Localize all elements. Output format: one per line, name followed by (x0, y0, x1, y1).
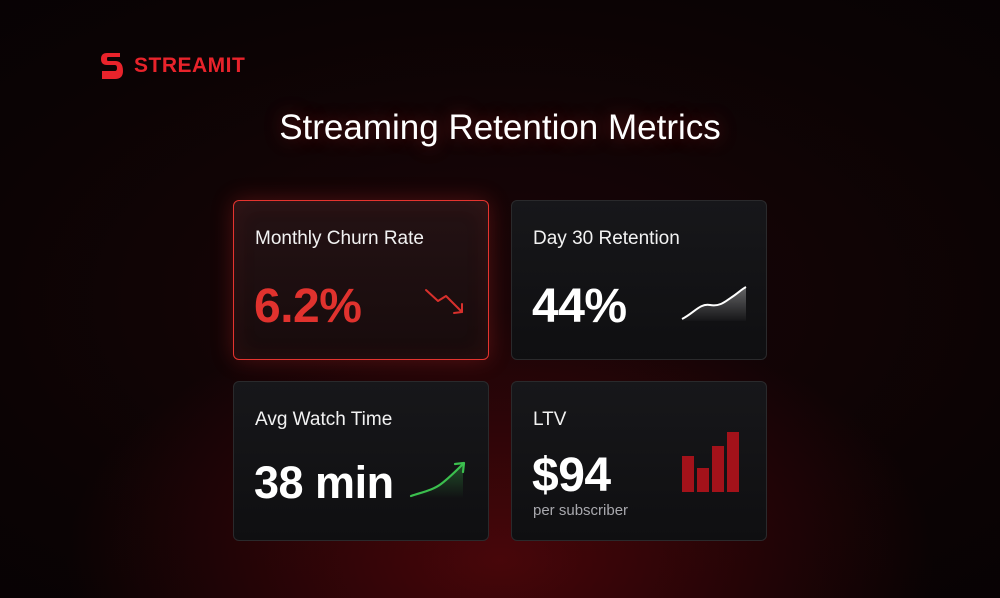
card-label: Avg Watch Time (255, 409, 393, 430)
metric-card-ltv: LTV $94 per subscriber (511, 381, 767, 541)
page-title: Streaming Retention Metrics (279, 108, 721, 147)
card-label: LTV (533, 409, 567, 430)
card-subtitle: per subscriber (533, 502, 629, 519)
card-label: Day 30 Retention (533, 228, 680, 249)
metric-card-churn: Monthly Churn Rate 6.2% (233, 200, 489, 360)
area-sparkline-icon (681, 286, 747, 321)
card-value: 38 min (254, 457, 394, 508)
trend-up-arrow-icon (409, 461, 466, 498)
metric-card-watch-time: Avg Watch Time 38 min (233, 381, 489, 541)
trend-down-arrow-icon (425, 289, 463, 314)
metric-card-retention: Day 30 Retention 44% (511, 200, 767, 360)
card-value: 6.2% (254, 280, 362, 333)
brand: STREAMIT (98, 50, 245, 82)
card-value: $94 (532, 449, 611, 502)
s-logo-icon (101, 53, 123, 79)
bar-chart-icon (682, 432, 739, 492)
card-value: 44% (532, 280, 627, 333)
brand-name: STREAMIT (134, 54, 246, 77)
card-label: Monthly Churn Rate (255, 228, 424, 249)
